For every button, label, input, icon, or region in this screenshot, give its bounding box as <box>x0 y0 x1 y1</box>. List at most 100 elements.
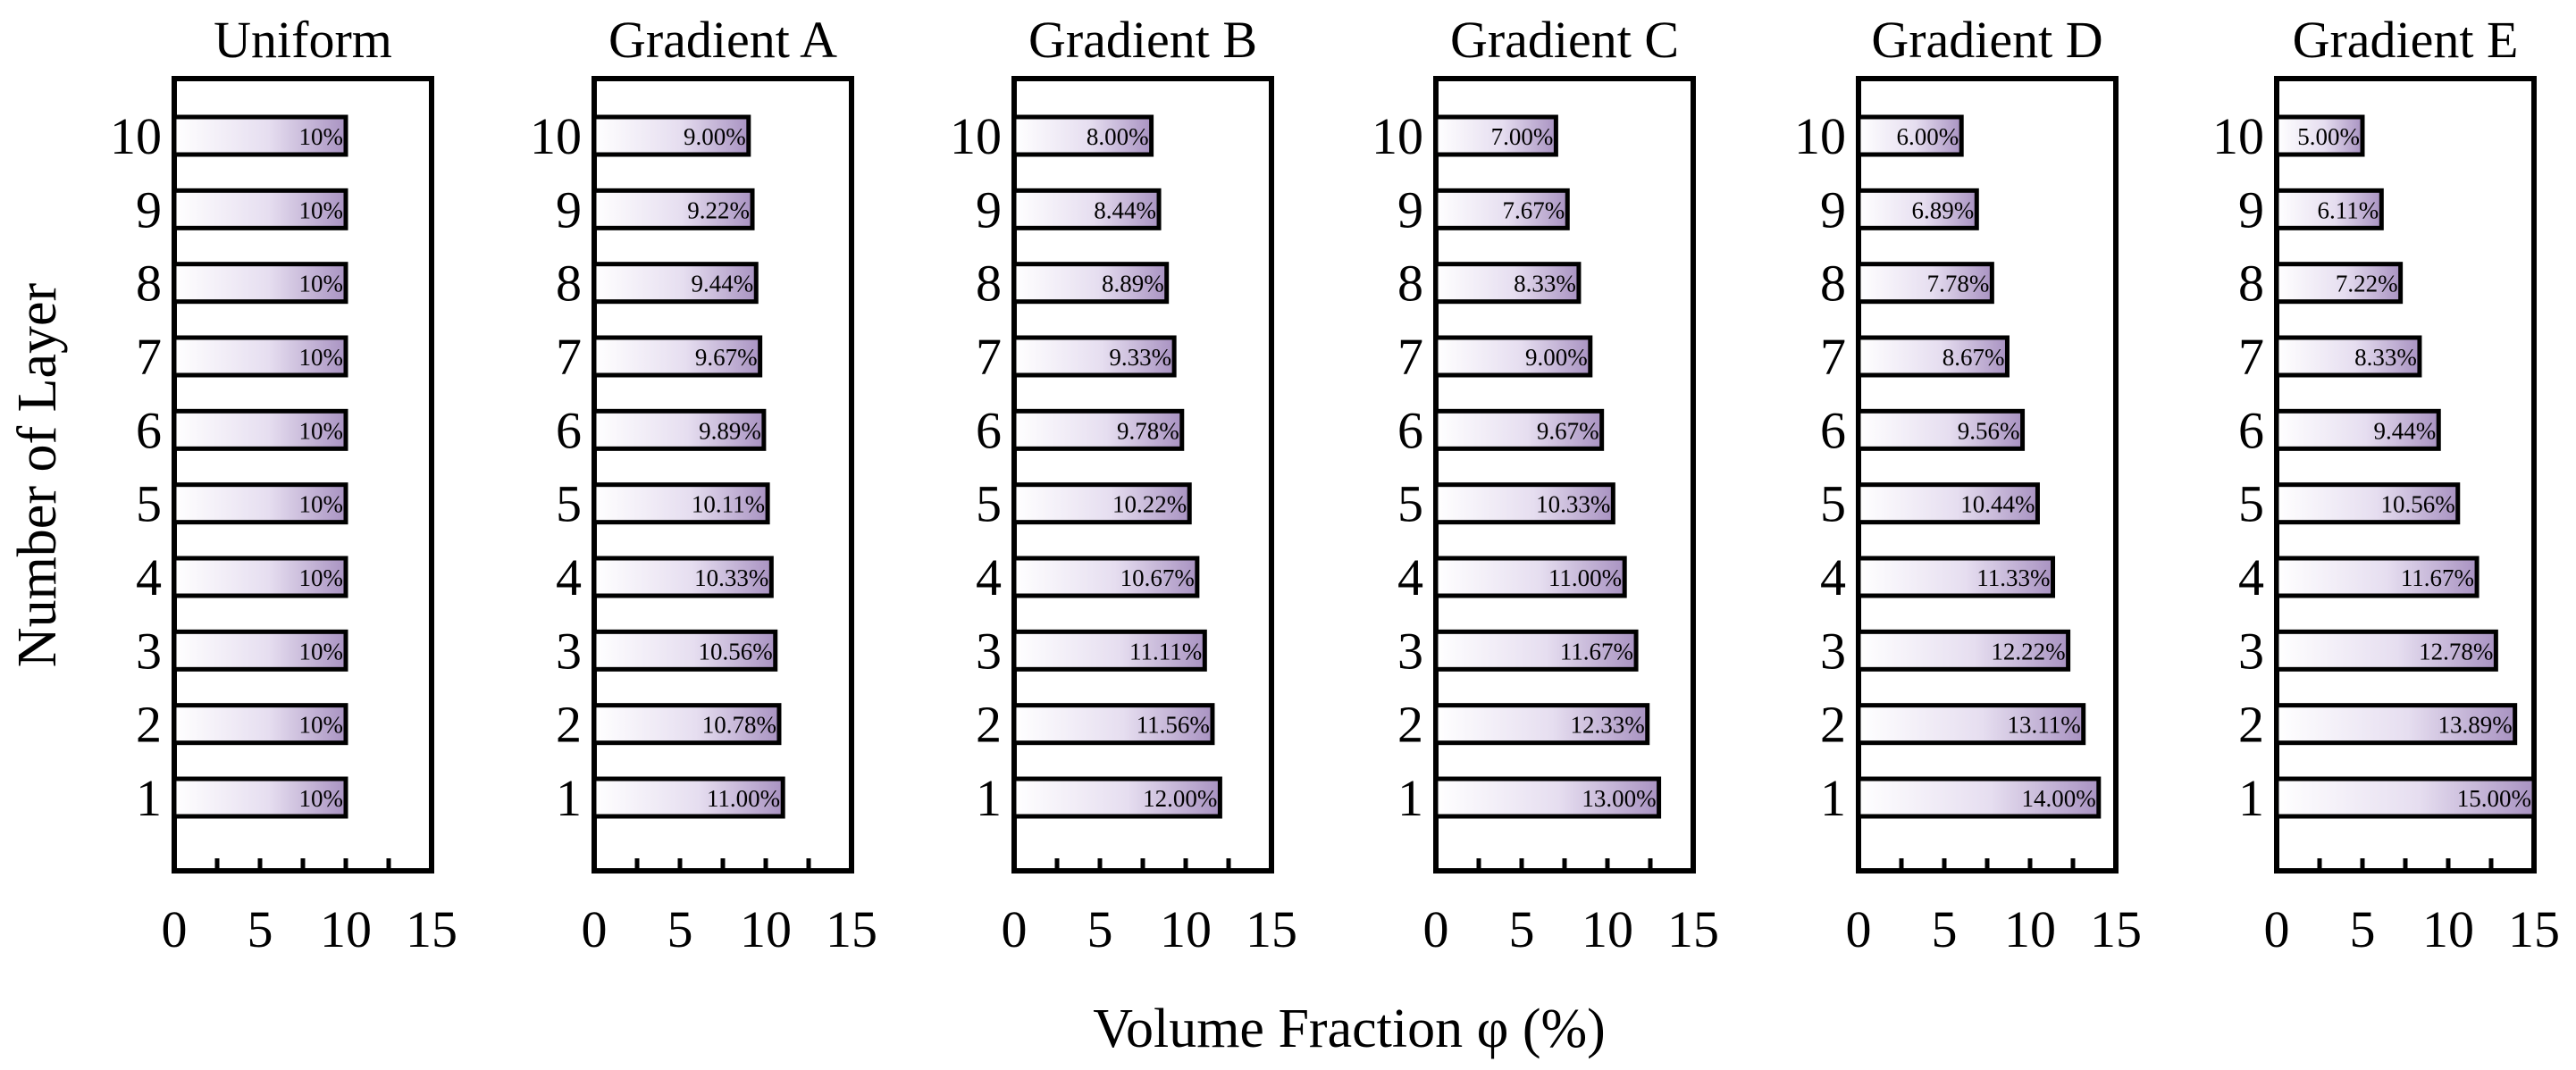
y-tick-label: 9 <box>136 180 162 238</box>
bar-value-label: 6.89% <box>1912 196 1975 223</box>
y-tick-label: 4 <box>1397 548 1423 606</box>
bar-value-label: 13.89% <box>2438 712 2512 739</box>
bar-layer-2 <box>1433 703 1650 746</box>
y-tick-label: 5 <box>136 475 162 533</box>
y-tick-label: 8 <box>1820 255 1846 313</box>
y-tick-label: 7 <box>1397 328 1423 386</box>
bar-value-label: 6.11% <box>2318 196 2379 223</box>
y-tick-label: 9 <box>2238 180 2264 238</box>
bar-value-label: 9.00% <box>1525 344 1588 371</box>
bar-value-label: 13.00% <box>1582 785 1656 812</box>
x-tick-label: 15 <box>2090 900 2142 958</box>
bar-layer-9 <box>1011 188 1162 230</box>
bar-layer-4 <box>1856 556 2056 598</box>
y-tick-label: 3 <box>1397 622 1423 680</box>
y-tick-label: 4 <box>136 548 162 606</box>
x-tick-label: 0 <box>1846 900 1872 958</box>
bar-value-label: 10.22% <box>1112 491 1187 518</box>
y-tick-label: 10 <box>950 107 1002 165</box>
y-tick-label: 4 <box>1820 548 1846 606</box>
y-tick-label: 3 <box>976 622 1002 680</box>
bar-layer-6 <box>1856 408 2026 451</box>
y-tick-label: 3 <box>136 622 162 680</box>
bar-value-label: 6.00% <box>1896 123 1959 150</box>
y-tick-label: 3 <box>1820 622 1846 680</box>
bar-value-label: 13.11% <box>2007 712 2080 739</box>
panel-title: Uniform <box>214 11 392 69</box>
bar-value-label: 12.33% <box>1570 712 1644 739</box>
bar-value-label: 11.33% <box>1976 564 2050 591</box>
x-tick-label: 5 <box>1087 900 1113 958</box>
y-tick-label: 1 <box>136 769 162 827</box>
x-tick-label: 15 <box>1667 900 1719 958</box>
bar-value-label: 12.00% <box>1143 785 1217 812</box>
y-tick-label: 10 <box>110 107 162 165</box>
bar-value-label: 9.67% <box>1537 417 1599 444</box>
bar-layer-1 <box>1011 776 1222 819</box>
bar-layer-9 <box>592 188 755 230</box>
y-tick-label: 4 <box>556 548 582 606</box>
bar-value-label: 7.00% <box>1491 123 1554 150</box>
bar-value-label: 9.67% <box>695 344 758 371</box>
bar-value-label: 9.22% <box>687 196 750 223</box>
bar-value-label: 10% <box>299 271 344 297</box>
x-tick-label: 15 <box>826 900 877 958</box>
bar-value-label: 10% <box>299 712 344 739</box>
panel-title: Gradient B <box>1028 11 1257 69</box>
bar-layer-2 <box>1856 703 2086 746</box>
y-tick-label: 5 <box>2238 475 2264 533</box>
panel-6: Gradient E 0 5 10 15 1 15.00% 2 13.89% 3 12.78% 4 11… <box>2212 11 2560 958</box>
bar-value-label: 8.00% <box>1087 123 1149 150</box>
bar-value-label: 8.44% <box>1094 196 1156 223</box>
x-tick-label: 10 <box>2004 900 2056 958</box>
bar-value-label: 10% <box>299 564 344 591</box>
bar-value-label: 9.00% <box>684 123 746 150</box>
bar-value-label: 9.44% <box>691 271 753 297</box>
y-tick-label: 8 <box>1397 255 1423 313</box>
y-tick-label: 4 <box>976 548 1002 606</box>
bar-value-label: 10% <box>299 123 344 150</box>
bar-layer-2 <box>592 703 782 746</box>
bar-value-label: 10% <box>299 491 344 518</box>
y-tick-label: 9 <box>1820 180 1846 238</box>
bar-layer-6 <box>1011 408 1185 451</box>
y-axis-label: Number of Layer <box>7 282 68 667</box>
x-tick-label: 15 <box>2508 900 2560 958</box>
panel-2: Gradient A 0 5 10 15 1 11.00% 2 10.78% 3 10.56% 4 10… <box>530 11 877 958</box>
bar-layer-8 <box>592 262 759 305</box>
bar-layer-6 <box>1433 408 1605 451</box>
bar-layer-9 <box>2274 188 2384 230</box>
bar-value-label: 5.00% <box>2297 123 2360 150</box>
bar-layer-7 <box>2274 335 2422 378</box>
bar-layer-10 <box>1433 114 1558 157</box>
bar-layer-10 <box>2274 114 2365 157</box>
bar-value-label: 10% <box>299 344 344 371</box>
bar-value-label: 12.22% <box>1991 638 2065 665</box>
y-tick-label: 8 <box>976 255 1002 313</box>
y-tick-label: 7 <box>976 328 1002 386</box>
y-tick-label: 9 <box>556 180 582 238</box>
x-tick-label: 5 <box>248 900 273 958</box>
panel-5: Gradient D 0 5 10 15 1 14.00% 2 13.11% 3 12.22% 4 11… <box>1794 11 2142 958</box>
bar-layer-4 <box>1433 556 1627 598</box>
y-tick-label: 10 <box>1794 107 1846 165</box>
bar-layer-2 <box>1011 703 1215 746</box>
y-tick-label: 1 <box>976 769 1002 827</box>
bar-layer-2 <box>2274 703 2518 746</box>
y-tick-label: 10 <box>2212 107 2264 165</box>
panel-title: Gradient C <box>1450 11 1679 69</box>
x-tick-label: 10 <box>2422 900 2474 958</box>
bar-value-label: 10% <box>299 417 344 444</box>
bar-value-label: 9.44% <box>2373 417 2436 444</box>
x-tick-label: 5 <box>1932 900 1958 958</box>
bar-value-label: 11.11% <box>1129 638 1202 665</box>
bar-value-label: 12.78% <box>2419 638 2493 665</box>
bar-layer-3 <box>1011 629 1207 672</box>
bar-value-label: 9.89% <box>699 417 761 444</box>
y-tick-label: 2 <box>976 696 1002 754</box>
x-tick-label: 5 <box>2350 900 2376 958</box>
bar-value-label: 9.56% <box>1958 417 2020 444</box>
bar-value-label: 10% <box>299 785 344 812</box>
x-tick-label: 15 <box>406 900 457 958</box>
